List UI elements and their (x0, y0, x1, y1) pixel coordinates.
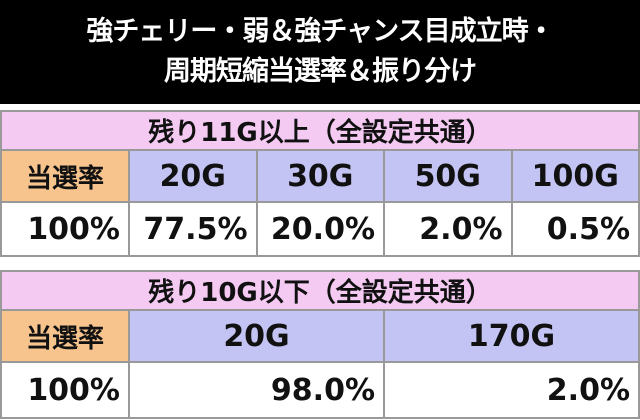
value-cell: 20.0% (255, 201, 385, 257)
column-header: 50G (383, 149, 513, 203)
value-cell: 77.5% (128, 201, 258, 257)
table: 残り10G以下（全設定共通） 当選率 20G 170G 100% 98.0% 2… (0, 270, 640, 419)
column-header: 100G (510, 149, 640, 203)
value-cell: 98.0% (128, 361, 385, 419)
row-header: 当選率 (0, 309, 130, 363)
column-header: 20G (128, 149, 258, 203)
column-header: 30G (255, 149, 385, 203)
column-header: 20G (128, 309, 385, 363)
value-cell: 2.0% (383, 201, 513, 257)
title-line: 周期短縮当選率＆振り分け (164, 56, 477, 87)
column-header: 170G (383, 309, 640, 363)
table-caption: 残り10G以下（全設定共通） (0, 270, 640, 311)
table: 残り11G以上（全設定共通） 当選率 20G 30G 50G 100G 100%… (0, 110, 640, 257)
value-cell: 2.0% (383, 361, 640, 419)
total-cell: 100% (0, 361, 130, 419)
total-cell: 100% (0, 201, 130, 257)
table-caption: 残り11G以上（全設定共通） (0, 110, 640, 151)
row-header: 当選率 (0, 149, 130, 203)
title-band: 強チェリー・弱＆強チャンス目成立時・ 周期短縮当選率＆振り分け (0, 0, 640, 104)
title-line: 強チェリー・弱＆強チャンス目成立時・ (86, 16, 554, 47)
value-cell: 0.5% (510, 201, 640, 257)
